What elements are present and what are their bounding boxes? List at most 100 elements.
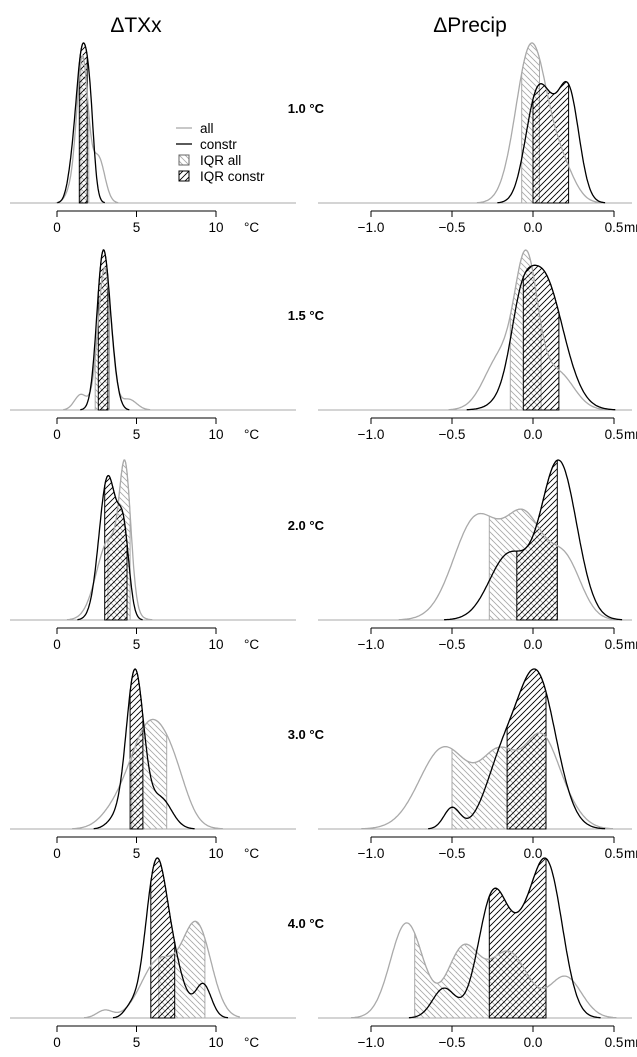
x-tick-label: 10: [208, 637, 223, 652]
panel-precip: −1.0 −0.5 0.0 0.5mm/day: [318, 249, 637, 442]
x-unit-label: °C: [244, 220, 259, 235]
x-tick-label: −1.0: [358, 846, 385, 861]
x-tick-label: 5: [133, 1035, 141, 1050]
panel-txx: 0 5 10 °C 3.0 °C: [10, 668, 325, 861]
x-tick-label: −1.0: [358, 220, 385, 235]
x-unit-label: mm/day: [624, 637, 637, 652]
x-tick-label: 5: [133, 427, 141, 442]
legend-item-all: all: [176, 121, 214, 136]
x-tick-label: 5: [133, 220, 141, 235]
legend-label: all: [200, 121, 214, 136]
iqr-constr-region: [506, 668, 547, 830]
panel-txx: 0 5 10 °C 1.0 °C: [10, 42, 325, 235]
x-tick-label: 0.5: [605, 427, 624, 442]
x-tick-label: 0.5: [605, 220, 624, 235]
x-tick-label: 10: [208, 846, 223, 861]
panel-row: 0 5 10 °C 1.5 °C −1.0 −0.5 0.0 0.5mm/day: [10, 249, 637, 442]
x-tick-label: −0.5: [439, 637, 466, 652]
panel-txx: 0 5 10 °C 4.0 °C: [10, 857, 325, 1050]
density-curve-all: [55, 54, 119, 204]
density-curve-constr: [497, 80, 606, 204]
density-curve-all: [361, 732, 613, 830]
iqr-constr-region: [129, 668, 144, 830]
panel-precip: −1.0 −0.5 0.0 0.5mm/day: [318, 42, 637, 235]
x-tick-label: 0.0: [524, 846, 543, 861]
x-unit-label: mm/day: [624, 220, 637, 235]
column-title-txx: ΔTXx: [110, 14, 162, 37]
x-unit-label: mm/day: [624, 1035, 637, 1050]
density-curve-constr: [428, 668, 606, 830]
x-tick-label: 5: [133, 846, 141, 861]
panel-txx: 0 5 10 °C 1.5 °C: [10, 249, 325, 442]
x-tick-label: 10: [208, 427, 223, 442]
x-tick-label: 0.0: [524, 637, 543, 652]
panel-precip: −1.0 −0.5 0.0 0.5mm/day: [318, 857, 637, 1050]
x-tick-label: 10: [208, 220, 223, 235]
density-curve-all: [476, 42, 602, 204]
density-curve-constr: [444, 459, 623, 621]
density-curve-constr: [57, 42, 105, 204]
x-tick-label: −1.0: [358, 427, 385, 442]
x-tick-label: −1.0: [358, 1035, 385, 1050]
x-tick-label: 0.0: [524, 1035, 543, 1050]
density-curve-constr: [80, 249, 130, 411]
legend-swatch: [178, 154, 190, 166]
level-label: 1.5 °C: [288, 308, 325, 323]
panel-row: 0 5 10 °C 1.0 °C −1.0 −0.5 0.0 0.5mm/day: [10, 42, 637, 235]
x-tick-label: 0: [53, 1035, 61, 1050]
density-curve-all: [84, 920, 240, 1019]
density-curve-constr: [408, 857, 601, 1019]
legend-swatch: [178, 170, 190, 182]
x-tick-label: 0: [53, 427, 61, 442]
density-curve-all: [448, 249, 609, 411]
iqr-constr-region: [522, 264, 560, 411]
density-curve-all: [63, 266, 151, 411]
legend-item-iqr_all: IQR all: [178, 153, 241, 168]
x-unit-label: mm/day: [624, 427, 637, 442]
x-tick-label: 0: [53, 637, 61, 652]
panel-row: 0 5 10 °C 2.0 °C −1.0 −0.5 0.0 0.5mm/day: [10, 459, 637, 652]
panel-txx: 0 5 10 °C 2.0 °C: [10, 459, 325, 652]
legend-item-iqr_constr: IQR constr: [178, 169, 265, 184]
panel-precip: −1.0 −0.5 0.0 0.5mm/day: [318, 668, 637, 861]
x-unit-label: mm/day: [624, 846, 637, 861]
density-curve-constr: [77, 474, 143, 621]
x-unit-label: °C: [244, 1035, 259, 1050]
x-tick-label: −0.5: [439, 846, 466, 861]
x-unit-label: °C: [244, 846, 259, 861]
level-label: 4.0 °C: [288, 916, 325, 931]
density-curve-all: [398, 508, 619, 621]
x-tick-label: 0.5: [605, 637, 624, 652]
x-tick-label: −0.5: [439, 220, 466, 235]
density-curve-all: [72, 718, 223, 830]
x-tick-label: 0.0: [524, 427, 543, 442]
column-title-precip: ΔPrecip: [433, 14, 507, 37]
legend-item-constr: constr: [176, 137, 237, 152]
legend-label: IQR constr: [200, 169, 265, 184]
x-tick-label: −0.5: [439, 427, 466, 442]
x-tick-label: 0: [53, 846, 61, 861]
x-tick-label: 5: [133, 637, 141, 652]
x-unit-label: °C: [244, 427, 259, 442]
panel-row: 0 5 10 °C 4.0 °C −1.0 −0.5 0.0 0.5mm/day: [10, 857, 637, 1050]
iqr-constr-region: [488, 857, 547, 1019]
panel-row: 0 5 10 °C 3.0 °C −1.0 −0.5 0.0 0.5mm/day: [10, 668, 637, 861]
x-tick-label: 0.0: [524, 220, 543, 235]
density-curve-constr: [112, 857, 229, 1019]
density-curve-constr: [466, 264, 616, 411]
panel-precip: −1.0 −0.5 0.0 0.5mm/day: [318, 459, 637, 652]
level-label: 2.0 °C: [288, 518, 325, 533]
x-tick-label: 0.5: [605, 846, 624, 861]
level-label: 3.0 °C: [288, 727, 325, 742]
x-tick-label: −1.0: [358, 637, 385, 652]
iqr-constr-region: [150, 857, 176, 1019]
x-tick-label: 10: [208, 1035, 223, 1050]
level-label: 1.0 °C: [288, 101, 325, 116]
legend-label: constr: [200, 137, 237, 152]
density-curve-all: [66, 459, 153, 621]
x-unit-label: °C: [244, 637, 259, 652]
x-tick-label: 0.5: [605, 1035, 624, 1050]
iqr-constr-region: [532, 81, 570, 204]
